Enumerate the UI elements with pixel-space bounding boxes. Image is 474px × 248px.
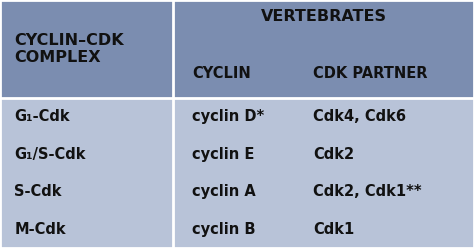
Text: cyclin B: cyclin B bbox=[192, 222, 255, 237]
Text: Cdk1: Cdk1 bbox=[313, 222, 354, 237]
Text: G₁-Cdk: G₁-Cdk bbox=[14, 109, 70, 124]
Text: CYCLIN: CYCLIN bbox=[192, 66, 251, 81]
Text: Cdk2: Cdk2 bbox=[313, 147, 354, 162]
Text: Cdk4, Cdk6: Cdk4, Cdk6 bbox=[313, 109, 406, 124]
Bar bbox=[0, 98, 474, 248]
Text: cyclin D*: cyclin D* bbox=[192, 109, 264, 124]
Text: Cdk2, Cdk1**: Cdk2, Cdk1** bbox=[313, 184, 421, 199]
Text: CYCLIN–CDK
COMPLEX: CYCLIN–CDK COMPLEX bbox=[14, 33, 124, 65]
Text: S-Cdk: S-Cdk bbox=[14, 184, 62, 199]
Text: cyclin A: cyclin A bbox=[192, 184, 255, 199]
Text: VERTEBRATES: VERTEBRATES bbox=[261, 9, 386, 24]
Text: CDK PARTNER: CDK PARTNER bbox=[313, 66, 428, 81]
Text: G₁/S-Cdk: G₁/S-Cdk bbox=[14, 147, 86, 162]
Text: M-Cdk: M-Cdk bbox=[14, 222, 66, 237]
Bar bbox=[0, 0, 474, 98]
Text: cyclin E: cyclin E bbox=[192, 147, 255, 162]
